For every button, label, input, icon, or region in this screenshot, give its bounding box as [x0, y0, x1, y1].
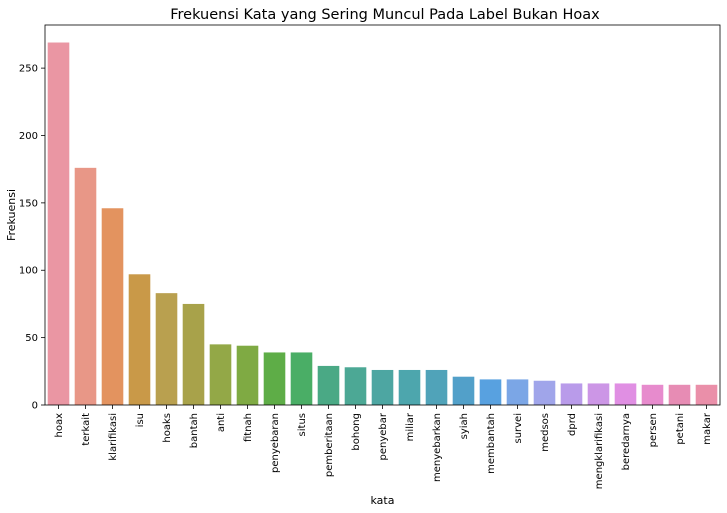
x-axis-ticks: hoax terkait klarifikasi isu hoaks bantah anti…	[54, 405, 713, 489]
x-tick-label: makar	[702, 412, 713, 445]
y-axis-ticks: 0 50 100 150 200 250	[19, 64, 45, 412]
x-tick-label: hoax	[54, 413, 65, 438]
bar-pemberitaan	[317, 365, 340, 405]
x-tick-label: menyebarkan	[432, 413, 443, 482]
bar-situs	[290, 352, 313, 405]
x-tick-label: situs	[297, 413, 308, 436]
x-tick-label: dprd	[567, 413, 578, 436]
chart-title: Frekuensi Kata yang Sering Muncul Pada L…	[170, 7, 600, 23]
bar-bantah	[182, 303, 205, 405]
x-tick-label: penyebaran	[270, 413, 281, 473]
x-tick-label: pemberitaan	[324, 413, 335, 477]
bar-penyebar	[371, 369, 394, 405]
bar-miliar	[398, 369, 421, 405]
bar-dprd	[560, 383, 583, 405]
x-tick-label: beredarnya	[621, 413, 632, 470]
bar-terkait	[74, 167, 97, 405]
bar-fitnah	[236, 345, 259, 405]
x-tick-label: medsos	[540, 413, 551, 452]
x-tick-label: mengklarifikasi	[594, 413, 605, 489]
y-tick-label: 100	[19, 266, 38, 277]
bar-medsos	[533, 380, 556, 405]
y-axis-label: Frekuensi	[5, 189, 18, 241]
y-tick-label: 250	[19, 64, 38, 75]
bar-isu	[128, 274, 151, 405]
x-tick-label: anti	[216, 413, 227, 432]
bar-petani	[668, 384, 691, 405]
x-tick-label: persen	[648, 413, 659, 447]
bar-mengklarifikasi	[587, 383, 610, 405]
bar-anti	[209, 344, 232, 405]
x-tick-label: hoaks	[162, 413, 173, 443]
x-axis-label: kata	[371, 494, 395, 507]
x-tick-label: isu	[135, 413, 146, 427]
x-tick-label: miliar	[405, 412, 416, 441]
bar-makar	[695, 384, 718, 405]
bar-membantah	[479, 379, 502, 405]
x-tick-label: terkait	[81, 413, 92, 446]
x-tick-label: fitnah	[243, 413, 254, 442]
x-tick-label: syiah	[459, 413, 470, 439]
bar-penyebaran	[263, 352, 286, 405]
bar-menyebarkan	[425, 369, 448, 405]
x-tick-label: bantah	[189, 413, 200, 448]
y-tick-label: 50	[25, 333, 38, 344]
plot-frame	[44, 24, 721, 406]
y-tick-label: 150	[19, 198, 38, 209]
bar-persen	[641, 384, 664, 405]
x-tick-label: bohong	[351, 413, 362, 451]
bar-hoaks	[155, 293, 178, 405]
bar-klarifikasi	[101, 208, 124, 405]
bars-group	[47, 42, 718, 405]
x-tick-label: membantah	[486, 413, 497, 474]
bar-beredarnya	[614, 383, 637, 405]
bar-hoax	[47, 42, 70, 405]
x-tick-label: survei	[513, 413, 524, 444]
x-tick-label: petani	[675, 413, 686, 445]
bar-survei	[506, 379, 529, 405]
y-tick-label: 0	[32, 401, 38, 412]
bar-syiah	[452, 376, 475, 405]
x-tick-label: penyebar	[378, 412, 389, 460]
x-tick-label: klarifikasi	[108, 413, 119, 461]
bar-bohong	[344, 367, 367, 405]
y-tick-label: 200	[19, 131, 38, 142]
